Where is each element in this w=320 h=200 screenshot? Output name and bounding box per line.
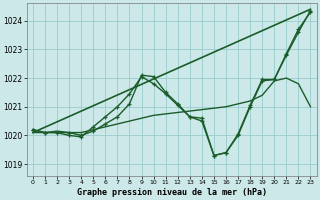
X-axis label: Graphe pression niveau de la mer (hPa): Graphe pression niveau de la mer (hPa) bbox=[77, 188, 267, 197]
